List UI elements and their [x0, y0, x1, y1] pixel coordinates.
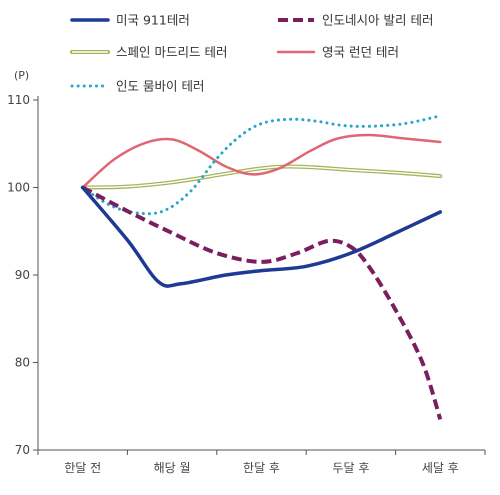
legend-label: 영국 런던 테러: [322, 45, 399, 60]
series-line: [81, 114, 442, 216]
legend-label: 스페인 마드리드 테러: [116, 45, 227, 60]
x-tick-label: 한달 전: [64, 461, 101, 475]
legend-label: 미국 911테러: [116, 13, 190, 28]
series-1: [81, 185, 443, 421]
legend-item: 영국 런던 테러: [276, 45, 399, 60]
series-3: [81, 133, 442, 189]
legend-item: 인도 뭄바이 테러: [70, 79, 204, 94]
y-axis-unit-label: (P): [14, 69, 29, 82]
x-tick-label: 한달 후: [243, 461, 280, 475]
series-4: [81, 114, 442, 216]
y-tick-label: 70: [15, 443, 30, 457]
series-line: [81, 133, 442, 189]
y-tick-label: 110: [7, 93, 30, 107]
legend-label: 인도 뭄바이 테러: [116, 79, 204, 94]
series-line: [81, 185, 443, 421]
series-line: [80, 164, 443, 190]
x-tick-label: 세달 후: [422, 461, 459, 475]
series-line: [80, 185, 443, 288]
x-tick-label: 두달 후: [332, 461, 369, 475]
legend-label: 인도네시아 발리 테러: [322, 13, 433, 28]
y-tick-label: 100: [7, 181, 30, 195]
legend-item: 인도네시아 발리 테러: [278, 13, 433, 28]
series-2: [80, 164, 443, 190]
series-0: [80, 185, 443, 288]
axes: 70 80 90 100 110 한달 전 해당 월 한달 후 두달 후 세달 후: [7, 93, 486, 475]
legend-item: 미국 911테러: [70, 13, 190, 28]
y-tick-label: 80: [15, 356, 30, 370]
series-layer: [80, 114, 443, 421]
y-tick-label: 90: [15, 268, 30, 282]
x-tick-label: 해당 월: [154, 461, 191, 475]
legend-item: 스페인 마드리드 테러: [70, 45, 227, 60]
series-line-inner: [82, 165, 441, 189]
